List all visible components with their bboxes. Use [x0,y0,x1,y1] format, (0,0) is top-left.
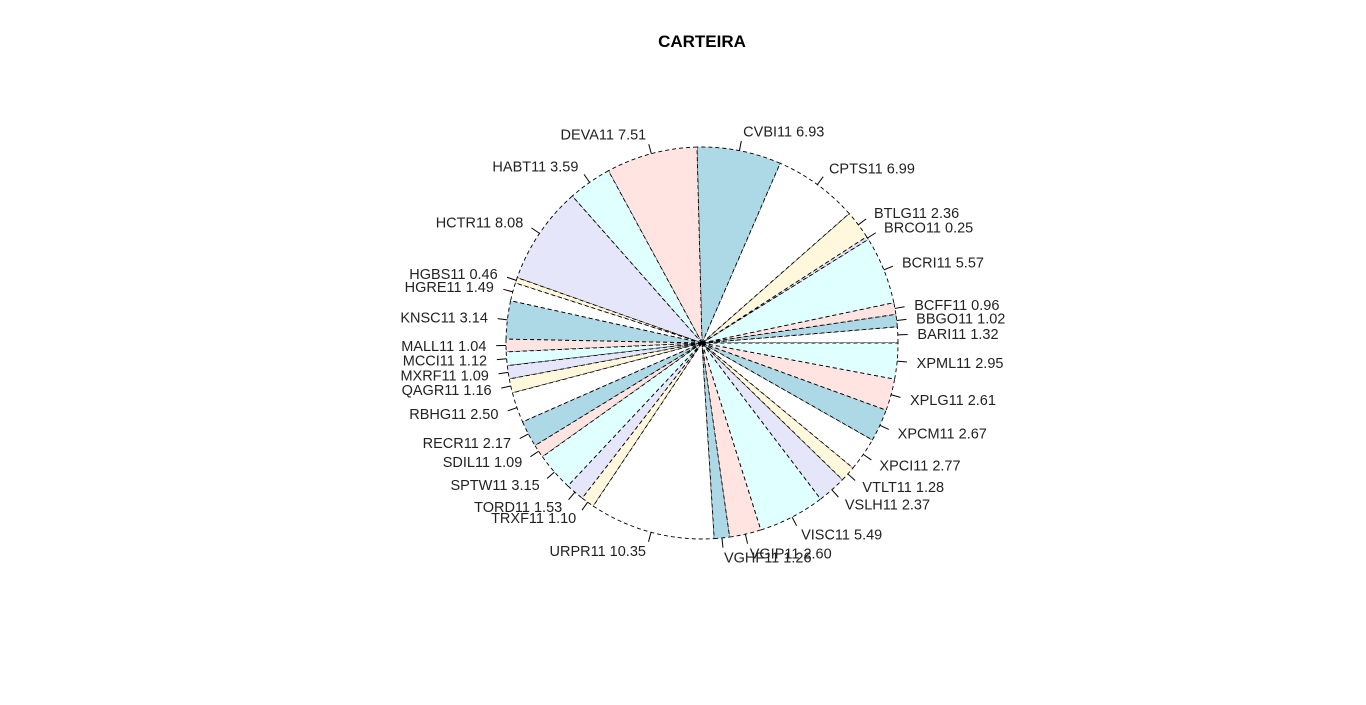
pie-label-hgbs11: HGBS11 0.46 [409,267,497,283]
chart-title: CARTEIRA [658,32,746,51]
pie-slice-bcri11 [701,238,895,344]
pie-label-xpml11: XPML11 2.95 [917,356,1004,372]
pie-label-tord11: TORD11 1.53 [474,500,562,516]
label-tick-recr11 [519,433,529,439]
pie-label-trxf11: TRXF11 1.10 [491,511,576,527]
pie-label-rbhg11: RBHG11 2.50 [409,407,498,423]
label-tick-vghf11 [721,537,724,548]
label-tick-xplg11 [890,394,901,398]
label-tick-knsc11 [497,318,508,321]
label-tick-bbgo11 [896,318,907,322]
pie-label-xpcm11: XPCM11 2.67 [898,427,987,443]
label-tick-hctr11 [531,227,540,234]
label-tick-deva11 [648,144,652,154]
label-tick-rbhg11 [507,407,518,412]
label-tick-vtlt11 [847,473,856,481]
label-tick-xpcm11 [879,424,889,430]
label-tick-urpr11 [648,532,652,542]
pie-slice-tord11 [567,342,703,499]
pie-label-hctr11: HCTR11 8.08 [436,215,524,231]
label-tick-cpts11 [817,176,824,185]
pie-label-recr11: RECR11 2.17 [423,436,511,452]
pie-slice-xpml11 [701,342,899,380]
label-tick-mxrf11 [498,371,509,375]
label-tick-bcri11 [883,265,894,271]
label-tick-mcci11 [496,358,507,361]
pie-label-vtlt11: VTLT11 1.28 [862,480,944,496]
pie-slice-hgre11 [510,282,703,344]
pie-label-cvbi11: CVBI11 6.93 [743,124,824,140]
label-tick-habt11 [583,174,591,183]
pie-slice-xplg11 [701,342,896,411]
label-tick-brco11 [867,232,877,239]
pie-slice-sdil11 [534,342,703,458]
pie-slice-mall11 [505,338,703,353]
pie-label-xpci11: XPCI11 2.77 [879,459,960,475]
pie-label-sptw11: SPTW11 3.15 [450,478,539,494]
label-tick-vgip11 [744,534,749,544]
pie-label-hgre11: HGRE11 1.49 [405,280,494,296]
pie-slice-visc11 [701,342,822,531]
label-tick-xpml11 [897,360,907,363]
pie-label-bcri11: BCRI11 5.57 [902,256,984,272]
label-tick-sdil11 [530,450,539,458]
pie-label-vslh11: VSLH11 2.37 [845,497,930,513]
pie-label-brco11: BRCO11 0.25 [884,221,973,237]
pie-label-mxrf11: MXRF11 1.09 [400,368,488,384]
label-tick-xpci11 [863,453,872,461]
pie-slice-trxf11 [581,342,703,507]
label-tick-btlg11 [858,218,867,226]
pie-label-vghf11: VGHF11 1.26 [724,550,812,566]
pie-label-habt11: HABT11 3.59 [492,159,578,175]
label-tick-bcff11 [894,306,905,309]
pie-label-bbgo11: BBGO11 1.02 [916,311,1005,327]
pie-label-knsc11: KNSC11 3.14 [400,311,488,327]
pie-slice-vgip11 [701,342,762,538]
label-tick-trxf11 [581,501,589,511]
pie-slice-sptw11 [541,342,703,487]
pie-label-visc11: VISC11 5.49 [801,527,882,543]
pie-label-urpr11: URPR11 10.35 [550,544,646,560]
pie-label-xplg11: XPLG11 2.61 [910,393,996,409]
label-tick-hgbs11 [506,276,517,281]
pie-label-mall11: MALL11 1.04 [401,339,486,355]
pie-slice-deva11 [607,146,703,344]
pie-slices [505,146,899,540]
pie-slice-vtlt11 [701,342,854,481]
pie-label-deva11: DEVA11 7.51 [561,128,647,144]
pie-label-mcci11: MCCI11 1.12 [403,353,487,369]
pie-label-cpts11: CPTS11 6.99 [829,162,915,178]
pie-label-vgip11: VGIP11 2.60 [750,546,832,562]
label-tick-tord11 [568,491,576,501]
label-tick-qagr11 [501,385,511,389]
label-tick-hgre11 [503,288,513,293]
pie-label-bari11: BARI11 1.32 [917,327,998,343]
pie-slice-recr11 [522,342,703,447]
pie-slice-xpci11 [701,342,873,469]
pie-label-sdil11: SDIL11 1.09 [443,455,523,471]
label-tick-cvbi11 [738,140,742,151]
label-tick-vslh11 [831,489,839,498]
label-tick-visc11 [791,516,798,527]
pie-label-ticks [496,140,908,548]
pie-slice-knsc11 [505,300,703,344]
pie-label-qagr11: QAGR11 1.16 [402,383,492,399]
pie-slice-urpr11 [592,341,715,540]
pie-label-btlg11: BTLG11 2.36 [874,206,959,222]
pie-slice-xpcm11 [701,342,887,441]
label-tick-sptw11 [546,471,555,479]
pie-label-bcff11: BCFF11 0.96 [914,298,999,314]
